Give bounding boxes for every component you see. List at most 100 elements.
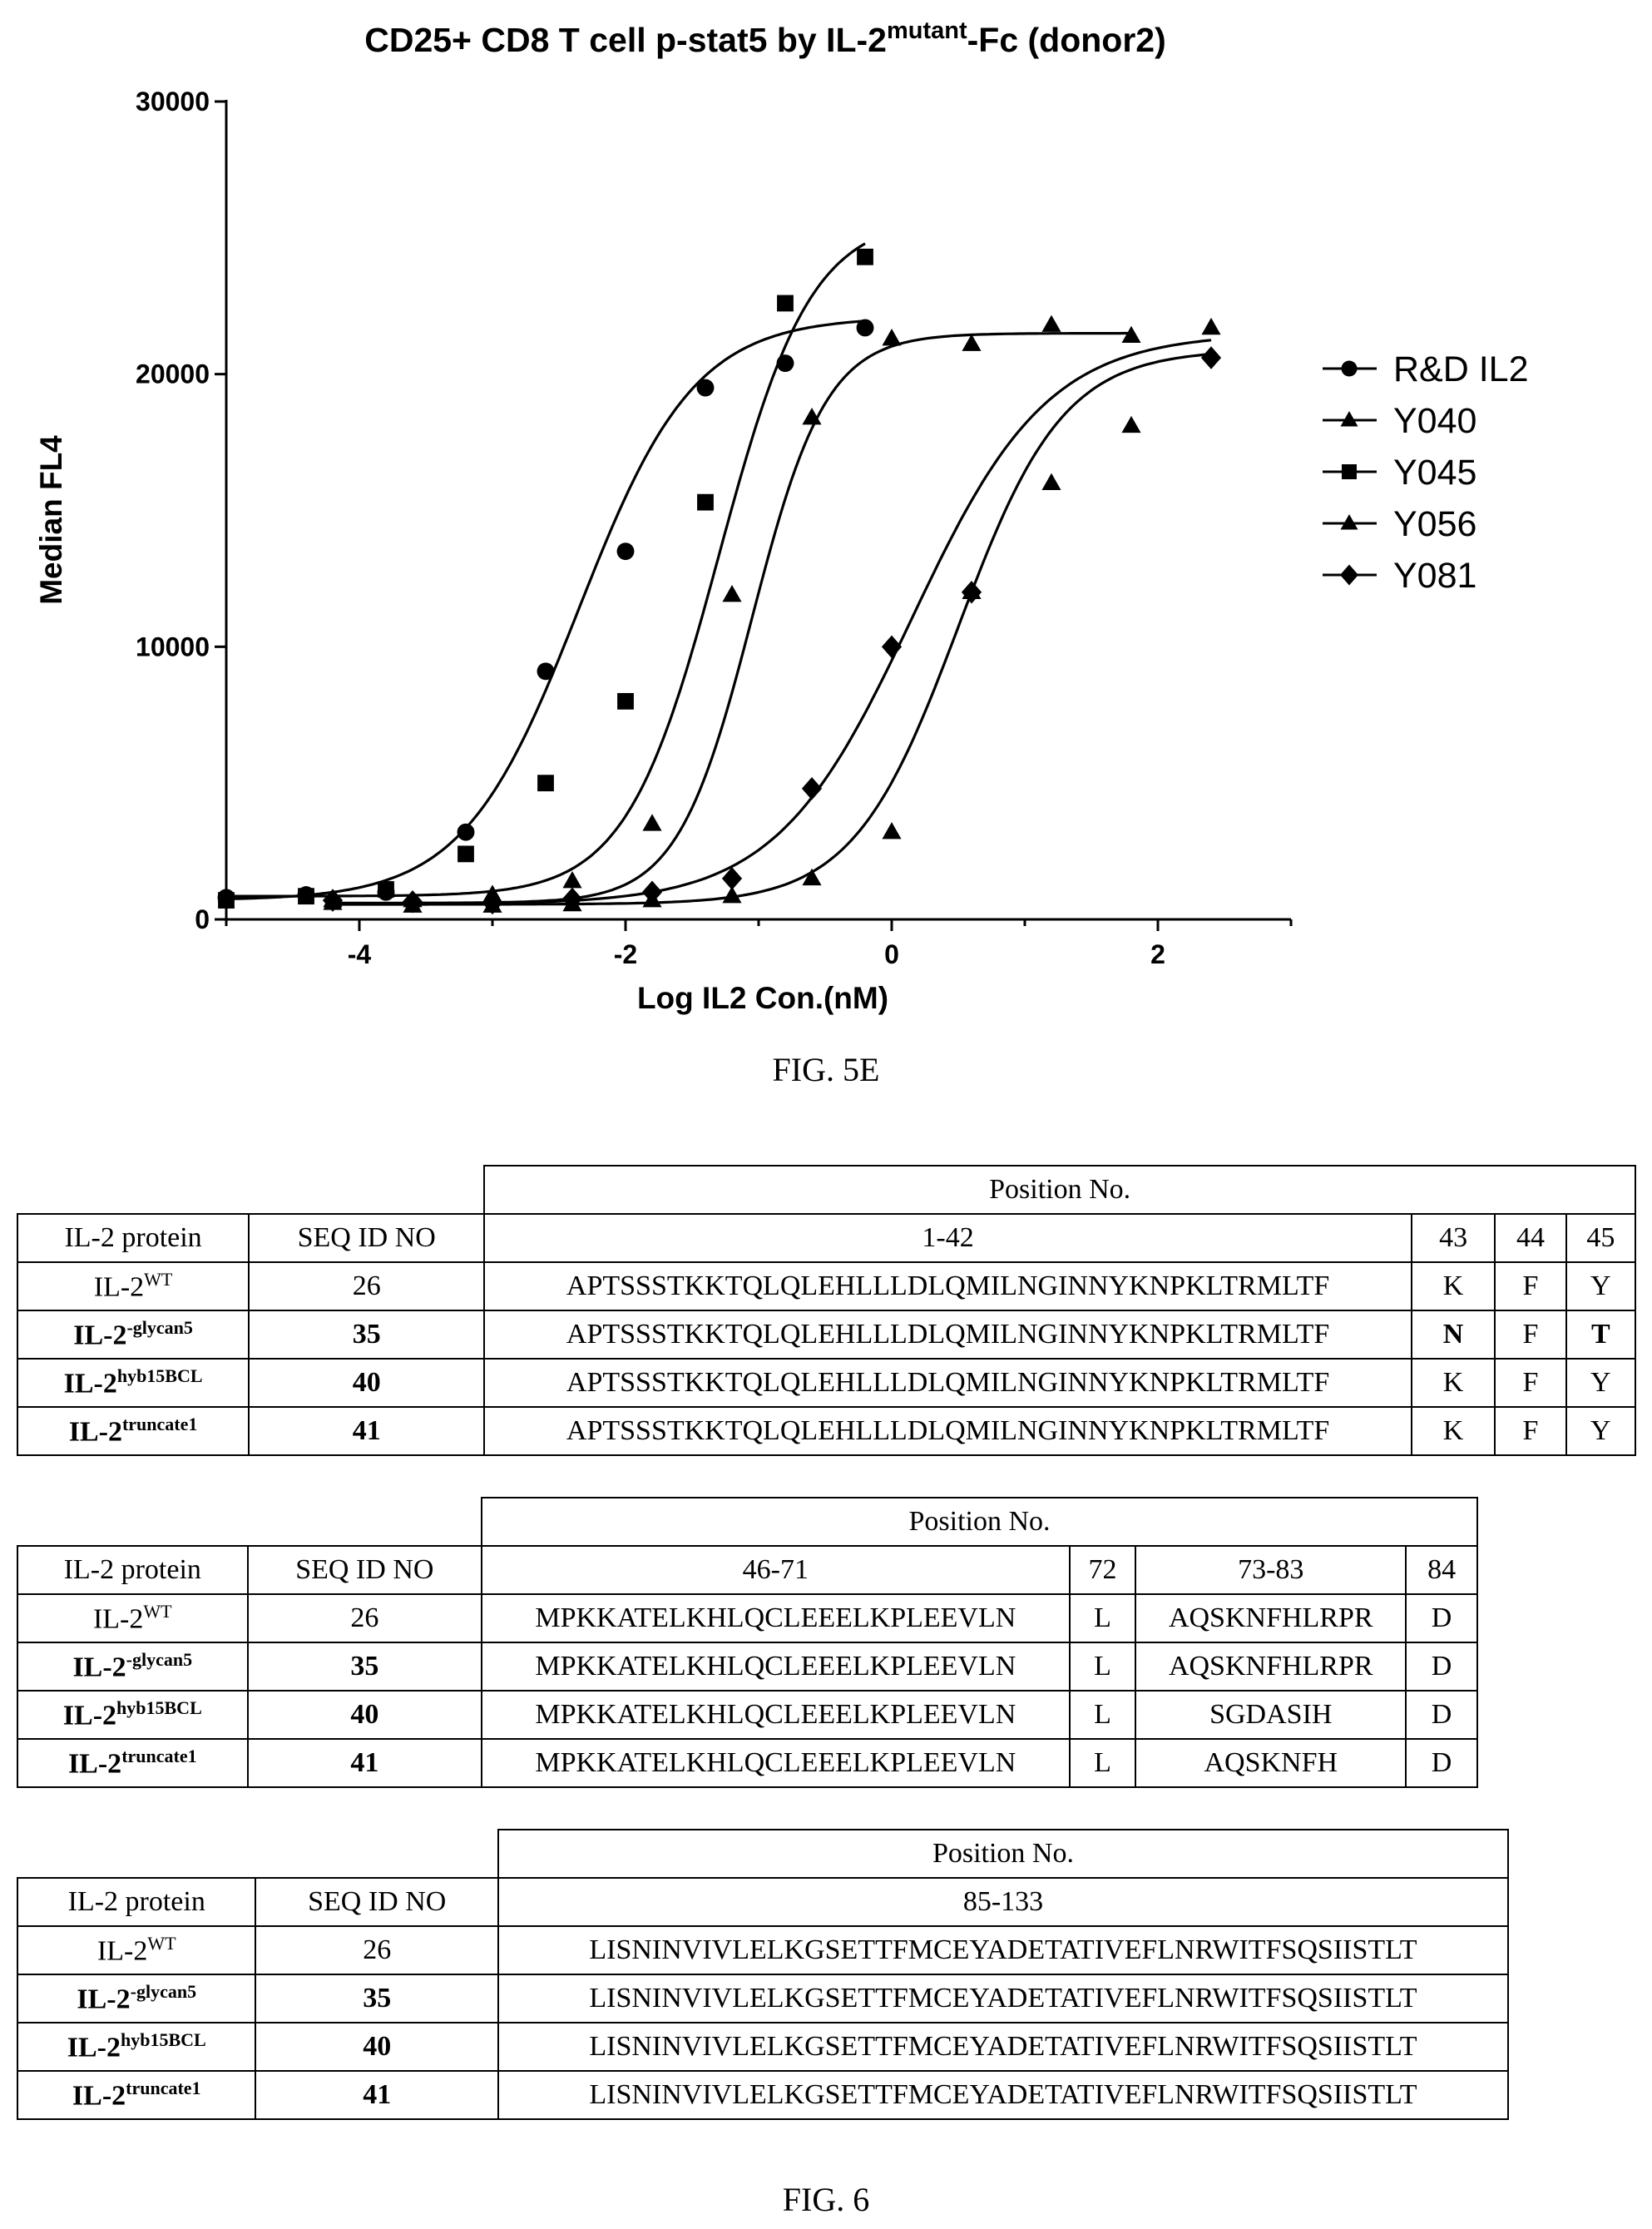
chart-title: CD25+ CD8 T cell p-stat5 by IL-2mutant-F… [364,17,1166,59]
residue-cell: AQSKNFHLRPR [1135,1593,1407,1643]
table-row: IL-2-glycan5 35 LISNINVIVLELKGSETTFMCEYADE… [16,1974,1510,2023]
seq-id: 35 [246,1642,483,1692]
fit-curve-0 [225,319,866,901]
sequence-cell: APTSSSTKKTQLQLEHLLLDLQMILNGINNYKNPKLTRML… [483,1261,1412,1311]
table-column-header-row: IL-2 protein SEQ ID NO 1-42 43 44 45 [16,1213,1637,1263]
fit-curve-2 [226,242,866,898]
y-tick-label: 30000 [136,87,210,116]
data-point [961,581,982,604]
blank-cell [17,1166,486,1215]
position-header: Position No. [497,1829,1510,1879]
data-point [537,662,555,681]
data-point [962,334,982,351]
residue-cell: F [1494,1261,1567,1311]
data-point [776,354,794,373]
data-point [1041,473,1061,490]
residue-cell: K [1410,1261,1496,1311]
table-header-span-row: Position No. [17,1165,1636,1215]
x-tick-label: -2 [614,939,637,969]
legend-marker [1342,464,1357,479]
data-point [482,891,503,915]
data-point [1121,325,1141,344]
table-row: IL-2WT 26 LISNINVIVLELKGSETTFMCEYADETATIVE… [16,1925,1510,1975]
protein-name: IL-2WT [16,1261,250,1311]
legend-label: Y081 [1393,556,1476,596]
column-header: 44 [1494,1213,1567,1263]
legend-marker [1340,514,1358,530]
table-row: IL-2-glycan5 35 APTSSSTKKTQLQLEHLLLDLQMILN… [16,1310,1637,1360]
table-row: IL-2truncate1 41 APTSSSTKKTQLQLEHLLLDLQMIL… [16,1406,1637,1456]
protein-name: IL-2WT [17,1593,249,1643]
protein-name: IL-2-glycan5 [16,1974,257,2023]
data-point [777,295,794,312]
data-point [642,814,662,831]
column-header: IL-2 protein [16,1877,257,1927]
y-tick-label: 10000 [136,632,210,661]
data-point [617,692,634,710]
y-tick-label: 0 [195,904,210,934]
legend-label: Y040 [1393,401,1476,441]
seq-id: 40 [246,1690,483,1740]
fit-curve-3 [333,331,1131,904]
sequence-cell: MPKKATELKHLQCLEEELKPLEEVLN [481,1690,1071,1740]
residue-cell: L [1068,1738,1137,1788]
x-tick-label: -4 [348,939,372,969]
protein-name: IL-2-glycan5 [16,1310,250,1360]
data-point [616,542,635,561]
data-point [562,871,582,889]
fit-curves [225,242,1212,906]
fig5e-chart: CD25+ CD8 T cell p-stat5 by IL-2mutant-F… [0,0,1652,1040]
data-point [378,881,394,898]
table-row: IL-2WT 26 APTSSSTKKTQLQLEHLLLDLQMILNGINNYK… [16,1261,1637,1311]
sequence-cell: APTSSSTKKTQLQLEHLLLDLQMILNGINNYKNPKLTRML… [483,1406,1412,1456]
residue-cell: F [1494,1406,1567,1456]
data-point [1041,315,1061,332]
table-row: IL-2truncate1 41 MPKKATELKHLQCLEEELKPLEEVL… [17,1738,1478,1788]
residue-cell: K [1410,1358,1496,1408]
data-point [322,889,344,912]
data-point [458,845,474,863]
sequence-cell: LISNINVIVLELKGSETTFMCEYADETATIVEFLNRWITF… [497,1974,1510,2023]
column-header: 43 [1410,1213,1496,1263]
protein-name: IL-2truncate1 [17,1738,249,1788]
residue-cell: D [1405,1738,1478,1788]
protein-name: IL-2-glycan5 [17,1642,249,1692]
sequence-cell: APTSSSTKKTQLQLEHLLLDLQMILNGINNYKNPKLTRML… [483,1310,1412,1360]
residue-cell: SGDASIH [1135,1690,1407,1740]
y-axis-label: Median FL4 [34,435,68,605]
column-header: 84 [1405,1545,1478,1595]
position-header: Position No. [481,1497,1478,1547]
residue-cell: L [1068,1642,1137,1692]
legend-marker [1340,411,1358,427]
residue-cell: D [1405,1642,1478,1692]
data-point [457,823,475,841]
sequence-cell: MPKKATELKHLQCLEEELKPLEEVLN [481,1593,1071,1643]
position-header: Position No. [483,1165,1636,1215]
seq-id: 41 [255,2070,499,2120]
table-row: IL-2hyb15BCL 40 MPKKATELKHLQCLEEELKPLEEVLN… [17,1690,1478,1740]
seq-id: 26 [248,1261,486,1311]
data-point [1121,415,1141,433]
fig6-caption: FIG. 6 [782,2181,870,2218]
data-point [722,584,742,602]
data-point [402,889,423,914]
seq-id: 35 [255,1974,499,2023]
residue-cell: F [1494,1358,1567,1408]
residue-cell: Y [1565,1358,1637,1408]
data-point [881,635,903,659]
data-point [882,822,902,840]
column-header: SEQ ID NO [255,1877,499,1927]
protein-name: IL-2WT [16,1925,257,1975]
data-points [217,248,1222,915]
column-header: 45 [1565,1213,1637,1263]
data-point [697,493,714,511]
column-header: 1-42 [483,1213,1412,1263]
sequence-cell: MPKKATELKHLQCLEEELKPLEEVLN [481,1738,1071,1788]
legend-label: R&D IL2 [1393,349,1529,389]
seq-id: 26 [255,1925,499,1975]
column-header: 85-133 [497,1877,1510,1927]
blank-cell [17,1830,499,1879]
data-point [722,886,742,904]
x-tick-label: 0 [884,939,899,969]
seq-id: 40 [248,1358,486,1408]
